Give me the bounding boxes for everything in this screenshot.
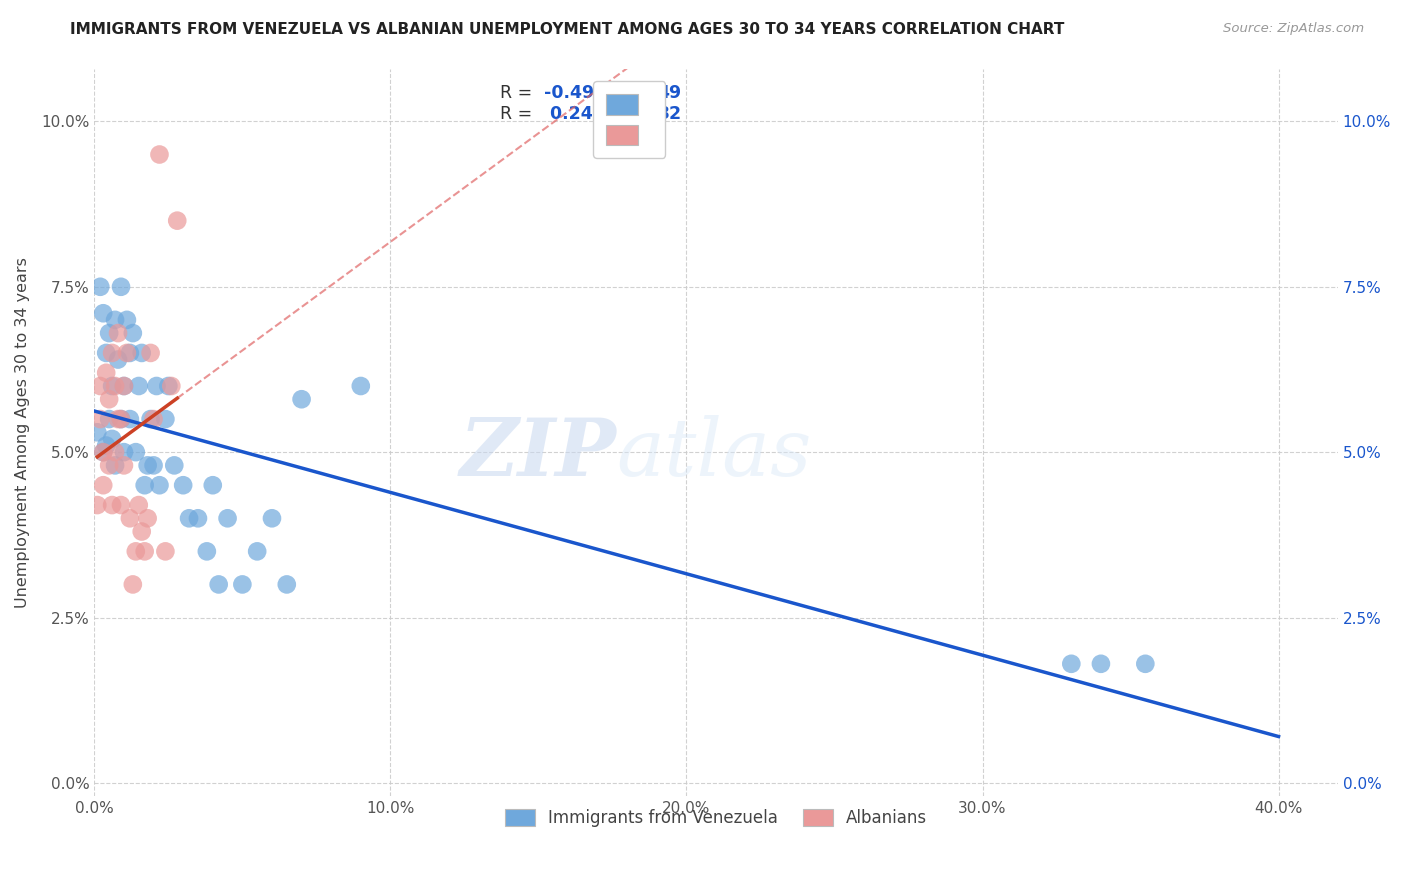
Point [231,577,253,591]
Y-axis label: Unemployment Among Ages 30 to 34 years: Unemployment Among Ages 30 to 34 years [15,257,30,607]
Point [276,577,298,591]
Point [89,280,111,294]
Point [110,280,132,294]
Point [89,412,111,426]
Point [1135,657,1157,671]
Legend: Immigrants from Venezuela, Albanians: Immigrants from Venezuela, Albanians [496,800,936,835]
Point [96,366,118,380]
Point [115,346,138,360]
Point [110,412,132,426]
Point [136,458,159,473]
Point [155,544,177,558]
Point [177,511,200,525]
Point [91,445,114,459]
Point [208,577,231,591]
Text: IMMIGRANTS FROM VENEZUELA VS ALBANIAN UNEMPLOYMENT AMONG AGES 30 TO 34 YEARS COR: IMMIGRANTS FROM VENEZUELA VS ALBANIAN UN… [70,22,1064,37]
Point [166,213,188,227]
Point [101,498,124,512]
Point [115,313,138,327]
Point [89,379,111,393]
Point [290,392,312,407]
Point [101,346,124,360]
Point [96,346,118,360]
Point [131,524,153,539]
Point [142,412,165,426]
Point [148,478,170,492]
Point [107,412,129,426]
Point [110,498,132,512]
Point [246,544,269,558]
Point [142,458,165,473]
Point [125,544,148,558]
Text: 32: 32 [658,104,682,122]
Text: -0.491: -0.491 [544,84,607,102]
Point [139,346,162,360]
Point [260,511,283,525]
Point [112,458,135,473]
Point [201,478,224,492]
Point [163,458,186,473]
Text: R =: R = [499,104,537,122]
Point [125,445,148,459]
Text: atlas: atlas [617,416,811,493]
Point [112,379,135,393]
Point [98,412,121,426]
Point [217,511,239,525]
Point [1090,657,1112,671]
Point [157,379,180,393]
Point [98,458,121,473]
Point [172,478,194,492]
Text: ZIP: ZIP [460,416,617,493]
Point [112,379,135,393]
Text: Source: ZipAtlas.com: Source: ZipAtlas.com [1223,22,1364,36]
Point [155,412,177,426]
Point [350,379,373,393]
Point [118,511,141,525]
Point [98,392,121,407]
Point [118,346,141,360]
Point [1060,657,1083,671]
Point [128,379,150,393]
Point [104,445,127,459]
Point [104,313,127,327]
Point [98,326,121,340]
Point [104,379,127,393]
Point [139,412,162,426]
Text: N =: N = [610,104,659,122]
Text: 0.245: 0.245 [544,104,606,122]
Point [96,438,118,452]
Point [136,511,159,525]
Point [101,379,124,393]
Point [128,498,150,512]
Point [121,326,143,340]
Point [104,458,127,473]
Point [148,147,170,161]
Point [107,352,129,367]
Point [160,379,183,393]
Point [107,326,129,340]
Text: 49: 49 [658,84,682,102]
Point [86,498,108,512]
Text: N =: N = [610,84,659,102]
Point [134,478,156,492]
Point [91,478,114,492]
Point [112,445,135,459]
Text: R =: R = [499,84,537,102]
Point [187,511,209,525]
Point [91,445,114,459]
Point [145,379,167,393]
Point [101,432,124,446]
Point [91,306,114,320]
Point [118,412,141,426]
Point [121,577,143,591]
Point [195,544,218,558]
Point [131,346,153,360]
Point [134,544,156,558]
Point [110,412,132,426]
Point [86,425,108,440]
